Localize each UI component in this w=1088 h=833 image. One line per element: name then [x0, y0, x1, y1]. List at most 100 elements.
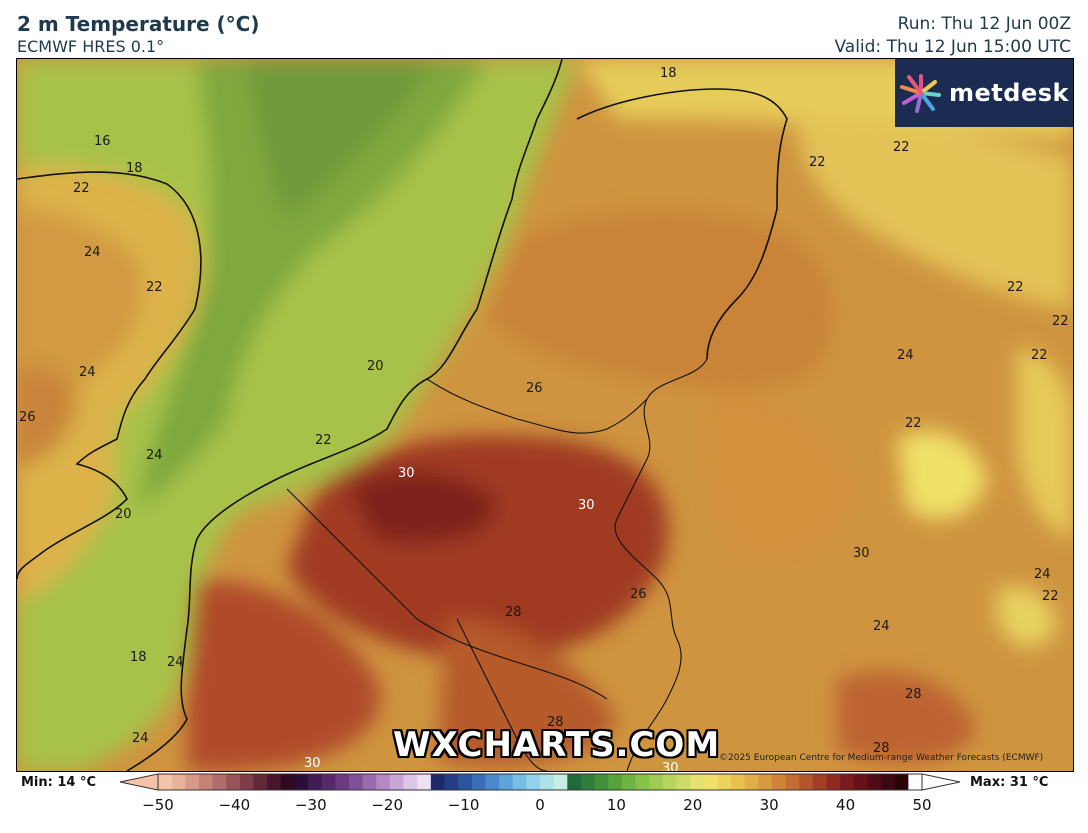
colorbar-cell — [799, 774, 814, 790]
colorbar-cell — [294, 774, 309, 790]
contour-label: 30 — [578, 498, 595, 513]
temperature-field — [17, 59, 1073, 771]
min-temperature-label: Min: 14 °C — [21, 775, 97, 790]
run-time: Run: Thu 12 Jun 00Z — [897, 14, 1071, 34]
coastlines — [17, 59, 788, 771]
colorbar-cell — [267, 774, 282, 790]
colorbar-tick-label: −20 — [371, 796, 404, 814]
colorbar-tick-label: 20 — [683, 796, 703, 814]
colorbar-cell — [881, 774, 896, 790]
colorbar-cell — [485, 774, 500, 790]
max-temperature-label: Max: 31 °C — [970, 775, 1049, 790]
colorbar-cell — [826, 774, 841, 790]
map-canvas: 18 16 18 22 24 22 22 22 22 22 24 22 24 2… — [17, 59, 1073, 771]
colorbar-cell — [212, 774, 227, 790]
colorbar-cell — [526, 774, 541, 790]
colorbar-cell — [703, 774, 718, 790]
contour-label: 22 — [1042, 589, 1059, 604]
colorbar-cell — [321, 774, 336, 790]
colorbar-cell — [499, 774, 514, 790]
colorbar-cell — [540, 774, 555, 790]
contour-label: 16 — [94, 134, 111, 149]
model-subtitle: ECMWF HRES 0.1° — [17, 37, 165, 56]
contour-label: 22 — [809, 155, 826, 170]
contour-label: 20 — [367, 359, 384, 374]
colorbar — [119, 773, 961, 791]
colorbar-cell — [444, 774, 459, 790]
colorbar-max-arrow — [921, 773, 961, 791]
contour-label: 28 — [873, 741, 890, 756]
colorbar-min-arrow — [119, 773, 159, 791]
chart-title: 2 m Temperature (°C) — [17, 12, 260, 36]
contour-label: 24 — [84, 245, 101, 260]
colorbar-tick-label: 50 — [912, 796, 932, 814]
colorbar-cell — [731, 774, 746, 790]
colorbar-cell — [690, 774, 705, 790]
contour-label: 22 — [1031, 348, 1048, 363]
contour-label: 20 — [115, 507, 132, 522]
colorbar-cell — [840, 774, 855, 790]
colorbar-cell — [771, 774, 787, 790]
colorbar-cell — [362, 774, 377, 790]
colorbar-tick-label: 30 — [759, 796, 779, 814]
contour-label: 28 — [505, 605, 522, 620]
colorbar-cell — [389, 774, 405, 790]
contour-label: 24 — [873, 619, 890, 634]
colorbar-cell — [867, 774, 882, 790]
valid-time: Valid: Thu 12 Jun 15:00 UTC — [834, 37, 1071, 57]
color-legend: Min: 14 °C Max: 31 °C −50 −40 −30 −20 −10 0 10… — [0, 770, 1088, 833]
contour-labels: 18 16 18 22 24 22 22 22 22 22 24 22 24 2… — [19, 66, 1069, 771]
contour-label: 18 — [130, 650, 147, 665]
colorbar-tick-label: −50 — [142, 796, 174, 814]
colorbar-cell — [608, 774, 623, 790]
colorbar-cell — [308, 774, 323, 790]
colorbar-cell — [198, 774, 214, 790]
metdesk-burst-icon — [900, 74, 942, 113]
contour-label: 22 — [893, 140, 910, 155]
contour-label: 24 — [1034, 567, 1051, 582]
colorbar-cell — [594, 774, 609, 790]
colorbar-cell — [253, 774, 268, 790]
colorbar-cell — [226, 774, 241, 790]
contour-label: 30 — [398, 466, 415, 481]
contour-label: 26 — [19, 410, 36, 425]
ecmwf-copyright: ©2025 European Centre for Medium-range W… — [719, 753, 1044, 763]
contour-label: 28 — [905, 687, 922, 702]
contour-label: 22 — [905, 416, 922, 431]
contour-label: 26 — [630, 587, 647, 602]
colorbar-cell — [908, 774, 923, 790]
colorbar-tick-label: −30 — [294, 796, 327, 814]
colorbar-cell — [185, 774, 200, 790]
colorbar-cell — [758, 774, 773, 790]
colorbar-cell — [417, 774, 432, 790]
metdesk-logo-text: metdesk — [949, 79, 1069, 107]
colorbar-tick-label: 0 — [535, 796, 545, 814]
contour-label: 22 — [315, 433, 332, 448]
contour-label: 22 — [146, 280, 163, 295]
colorbar-cell — [376, 774, 391, 790]
contour-label: 24 — [167, 655, 184, 670]
contour-label: 22 — [73, 181, 90, 196]
colorbar-cell — [430, 774, 445, 790]
colorbar-ticks: −50 −40 −30 −20 −10 0 10 20 30 40 50 — [0, 796, 1088, 820]
colorbar-cell — [621, 774, 636, 790]
colorbar-cell — [635, 774, 650, 790]
colorbar-cell — [158, 774, 173, 790]
temperature-map[interactable]: 18 16 18 22 24 22 22 22 22 22 24 22 24 2… — [16, 58, 1074, 772]
colorbar-cell — [717, 774, 732, 790]
metdesk-logo[interactable]: metdesk — [895, 59, 1073, 127]
colorbar-cell — [649, 774, 664, 790]
contour-label: 26 — [526, 381, 543, 396]
contour-label: 22 — [1007, 280, 1024, 295]
contour-label: 24 — [146, 448, 163, 463]
colorbar-cell — [239, 774, 254, 790]
colorbar-cell — [171, 774, 186, 790]
colorbar-cell — [567, 774, 582, 790]
wxcharts-watermark: WXCHARTS.COM — [393, 725, 721, 765]
colorbar-tick-label: −10 — [447, 796, 480, 814]
colorbar-cell — [785, 774, 800, 790]
contour-label: 24 — [79, 365, 96, 380]
contour-label: 30 — [304, 756, 321, 771]
contour-label: 18 — [660, 66, 677, 81]
colorbar-cell — [853, 774, 868, 790]
